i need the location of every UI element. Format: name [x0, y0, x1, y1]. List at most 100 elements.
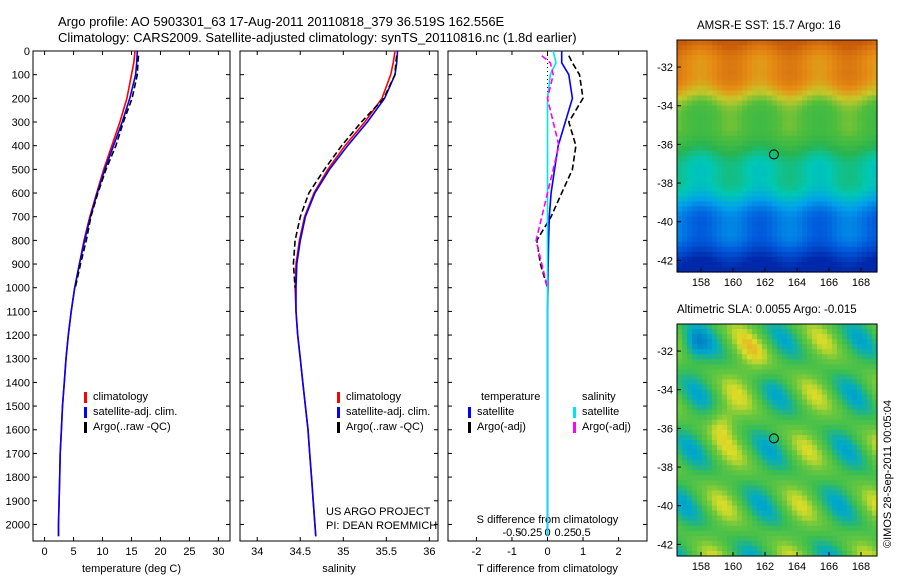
- heatmap-cell: [782, 156, 788, 162]
- heatmap-cell: [847, 364, 853, 370]
- heatmap-cell: [817, 419, 823, 426]
- heatmap-cell: [777, 65, 783, 71]
- heatmap-cell: [817, 241, 823, 248]
- heatmap-cell: [792, 374, 798, 381]
- heatmap-cell: [787, 434, 793, 441]
- heatmap-cell: [852, 475, 858, 481]
- heatmap-cell: [707, 379, 713, 386]
- heatmap-cell: [677, 344, 683, 350]
- heatmap-cell: [717, 470, 723, 476]
- heatmap-cell: [847, 480, 853, 486]
- heatmap-cell: [827, 95, 833, 102]
- heatmap-cell: [777, 161, 783, 167]
- heatmap-cell: [717, 145, 723, 152]
- heatmap-cell: [787, 236, 793, 243]
- heatmap-cell: [832, 384, 838, 391]
- heatmap-cell: [707, 329, 713, 335]
- heatmap-cell: [852, 75, 858, 81]
- heatmap-cell: [817, 364, 823, 370]
- heatmap-cell: [837, 389, 843, 396]
- heatmap-cell: [817, 545, 823, 552]
- heatmap-cell: [677, 246, 683, 253]
- heatmap-cell: [817, 115, 823, 122]
- heatmap-cell: [807, 120, 813, 127]
- y-tick-label: 0: [24, 46, 30, 58]
- heatmap-cell: [747, 525, 753, 532]
- heatmap-cell: [732, 520, 738, 527]
- heatmap-cell: [822, 226, 828, 233]
- heatmap-cell: [797, 251, 803, 258]
- heatmap-cell: [772, 470, 778, 476]
- heatmap-cell: [772, 125, 778, 132]
- heatmap-cell: [847, 334, 853, 340]
- heatmap-cell: [757, 221, 763, 228]
- heatmap-cell: [777, 150, 783, 157]
- heatmap-cell: [832, 339, 838, 345]
- legend-label: climatology: [346, 391, 402, 403]
- heatmap-cell: [742, 535, 748, 542]
- heatmap-cell: [817, 369, 823, 376]
- s-tick-label: -0.5: [502, 527, 521, 539]
- heatmap-cell: [767, 429, 773, 436]
- heatmap-cell: [752, 399, 758, 406]
- heatmap-cell: [762, 221, 768, 228]
- heatmap-cell: [732, 409, 738, 416]
- heatmap-cell: [762, 404, 768, 411]
- heatmap-cell: [697, 545, 703, 552]
- heatmap-cell: [827, 545, 833, 552]
- heatmap-cell: [862, 369, 868, 376]
- heatmap-cell: [812, 465, 818, 471]
- heatmap-cell: [872, 90, 878, 97]
- heatmap-cell: [847, 226, 853, 233]
- heatmap-cell: [752, 206, 758, 213]
- series-line-temperature-argoadj: [535, 55, 584, 288]
- heatmap-cell: [722, 201, 728, 208]
- heatmap-cell: [697, 161, 703, 167]
- heatmap-cell: [852, 510, 858, 517]
- heatmap-cell: [827, 490, 833, 497]
- heatmap-cell: [842, 231, 848, 238]
- heatmap-cell: [767, 196, 773, 202]
- heatmap-cell: [707, 70, 713, 76]
- heatmap-cell: [747, 369, 753, 376]
- heatmap-cell: [762, 90, 768, 97]
- heatmap-cell: [787, 409, 793, 416]
- heatmap-cell: [747, 90, 753, 97]
- heatmap-cell: [757, 550, 763, 557]
- heatmap-cell: [712, 120, 718, 127]
- heatmap-cell: [742, 95, 748, 102]
- heatmap-cell: [787, 55, 793, 61]
- heatmap-cell: [847, 424, 853, 431]
- heatmap-cell: [857, 246, 863, 253]
- heatmap-cell: [817, 409, 823, 416]
- heatmap-cell: [682, 40, 688, 46]
- heatmap-cell: [682, 495, 688, 502]
- heatmap-cell: [782, 475, 788, 481]
- heatmap-cell: [747, 166, 753, 172]
- heatmap-cell: [697, 354, 703, 360]
- heatmap-cell: [802, 100, 808, 107]
- heatmap-cell: [747, 206, 753, 213]
- heatmap-cell: [782, 145, 788, 152]
- heatmap-cell: [702, 450, 708, 456]
- heatmap-cell: [712, 145, 718, 152]
- heatmap-cell: [737, 540, 743, 547]
- heatmap-cell: [722, 419, 728, 426]
- heatmap-cell: [782, 379, 788, 386]
- heatmap-cell: [787, 550, 793, 557]
- heatmap-cell: [772, 550, 778, 557]
- heatmap-cell: [717, 475, 723, 481]
- heatmap-cell: [777, 445, 783, 451]
- heatmap-cell: [762, 470, 768, 476]
- heatmap-cell: [812, 495, 818, 502]
- heatmap-cell: [677, 495, 683, 502]
- heatmap-cell: [872, 324, 878, 330]
- heatmap-cell: [857, 434, 863, 441]
- heatmap-cell: [697, 55, 703, 61]
- heatmap-cell: [822, 535, 828, 542]
- heatmap-cell: [827, 226, 833, 233]
- heatmap-cell: [822, 246, 828, 253]
- heatmap-cell: [747, 241, 753, 248]
- heatmap-cell: [782, 384, 788, 391]
- heatmap-cell: [797, 45, 803, 51]
